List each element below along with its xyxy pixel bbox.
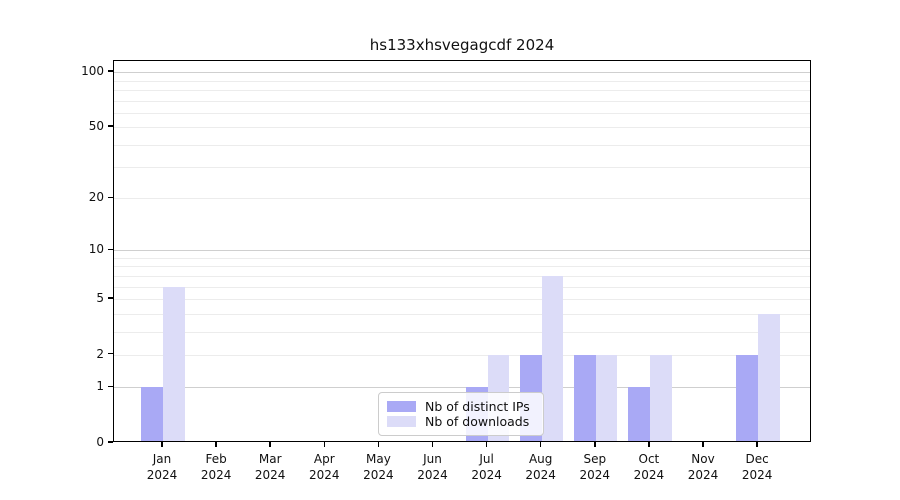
y-tick-label-5: 5	[96, 291, 104, 306]
x-tick-label-may: May 2024	[363, 452, 394, 483]
legend-label: Nb of distinct IPs	[425, 399, 530, 414]
plot-area	[113, 60, 811, 442]
y-tick-label-0: 0	[96, 435, 104, 449]
gridline-y-9	[114, 258, 810, 259]
gridline-y-20	[114, 198, 810, 200]
x-tick-mark-aug	[539, 442, 542, 447]
gridline-y-4	[114, 313, 810, 315]
x-tick-label-jun: Jun 2024	[417, 452, 448, 483]
gridline-y-1	[114, 387, 810, 389]
gridline-y-7	[114, 275, 810, 277]
x-tick-label-feb: Feb 2024	[200, 452, 232, 483]
x-tick-label-jan: Jan 2024	[146, 452, 178, 483]
gridline-y-3	[114, 331, 810, 333]
y-tick-label-50: 50	[88, 119, 104, 134]
y-tick-mark-1	[108, 385, 113, 388]
y-tick-label-2: 2	[96, 346, 104, 361]
y-tick-mark-100	[108, 70, 113, 72]
y-tick-mark-50	[108, 125, 113, 127]
x-tick-mark-may	[377, 442, 380, 447]
bar-downloads-dec	[758, 313, 780, 442]
y-tick-mark-10	[108, 248, 113, 251]
x-tick-mark-feb	[215, 442, 217, 447]
x-tick-label-apr: Apr 2024	[309, 452, 340, 483]
gridline-y-2	[114, 354, 810, 356]
gridline-y-6	[114, 286, 810, 288]
gridline-y-30	[114, 167, 810, 169]
gridline-y-8	[114, 266, 810, 268]
gridline-y-50	[114, 127, 810, 129]
x-tick-label-dec: Dec 2024	[741, 452, 773, 483]
legend-swatch-icon	[387, 401, 416, 412]
bar-distinct-ips-oct	[628, 387, 650, 442]
legend-item-downloads: Nb of downloads	[387, 414, 533, 429]
legend: Nb of distinct IPs Nb of downloads	[378, 392, 544, 436]
bar-downloads-aug	[541, 275, 564, 442]
x-tick-mark-jul	[485, 442, 488, 447]
y-tick-mark-20	[108, 196, 113, 199]
y-tick-label-10: 10	[88, 242, 104, 257]
legend-item-distinct-ips: Nb of distinct IPs	[387, 399, 533, 414]
x-tick-label-nov: Nov 2024	[687, 452, 719, 483]
x-tick-mark-oct	[648, 442, 650, 447]
x-tick-mark-nov	[702, 442, 704, 447]
x-tick-mark-jan	[161, 442, 163, 447]
bar-downloads-sep	[595, 354, 618, 442]
y-tick-mark-5	[108, 297, 113, 299]
x-tick-label-mar: Mar 2024	[254, 452, 286, 483]
gridline-y-90	[114, 80, 810, 82]
gridline-y-100	[114, 72, 810, 74]
gridline-y-70	[114, 100, 810, 102]
bar-downloads-jan	[163, 286, 185, 442]
x-tick-mark-mar	[269, 442, 271, 447]
x-tick-mark-dec	[756, 442, 758, 447]
y-tick-mark-0	[108, 441, 113, 443]
gridline-y-10	[114, 250, 810, 252]
chart-title: hs133xhsvegagcdf 2024	[369, 36, 555, 54]
bar-distinct-ips-sep	[574, 354, 596, 442]
bar-distinct-ips-jan	[141, 387, 163, 442]
y-tick-label-20: 20	[88, 190, 104, 205]
x-tick-label-sep: Sep 2024	[579, 452, 611, 483]
gridline-y-40	[114, 144, 810, 146]
y-tick-label-1: 1	[96, 379, 104, 394]
legend-swatch-icon	[387, 416, 416, 427]
x-tick-mark-sep	[594, 442, 596, 447]
gridline-y-80	[114, 89, 810, 91]
x-tick-label-aug: Aug 2024	[525, 452, 556, 483]
bar-downloads-oct	[649, 354, 672, 442]
bar-distinct-ips-dec	[736, 354, 759, 442]
x-tick-mark-apr	[323, 442, 326, 447]
x-tick-mark-jun	[431, 442, 434, 447]
y-tick-mark-2	[108, 352, 113, 355]
gridline-y-60	[114, 112, 810, 114]
legend-label: Nb of downloads	[425, 414, 530, 429]
gridline-y-5	[114, 299, 810, 301]
x-tick-label-jul: Jul 2024	[471, 452, 502, 483]
x-tick-label-oct: Oct 2024	[633, 452, 665, 483]
y-tick-label-100: 100	[81, 64, 104, 79]
